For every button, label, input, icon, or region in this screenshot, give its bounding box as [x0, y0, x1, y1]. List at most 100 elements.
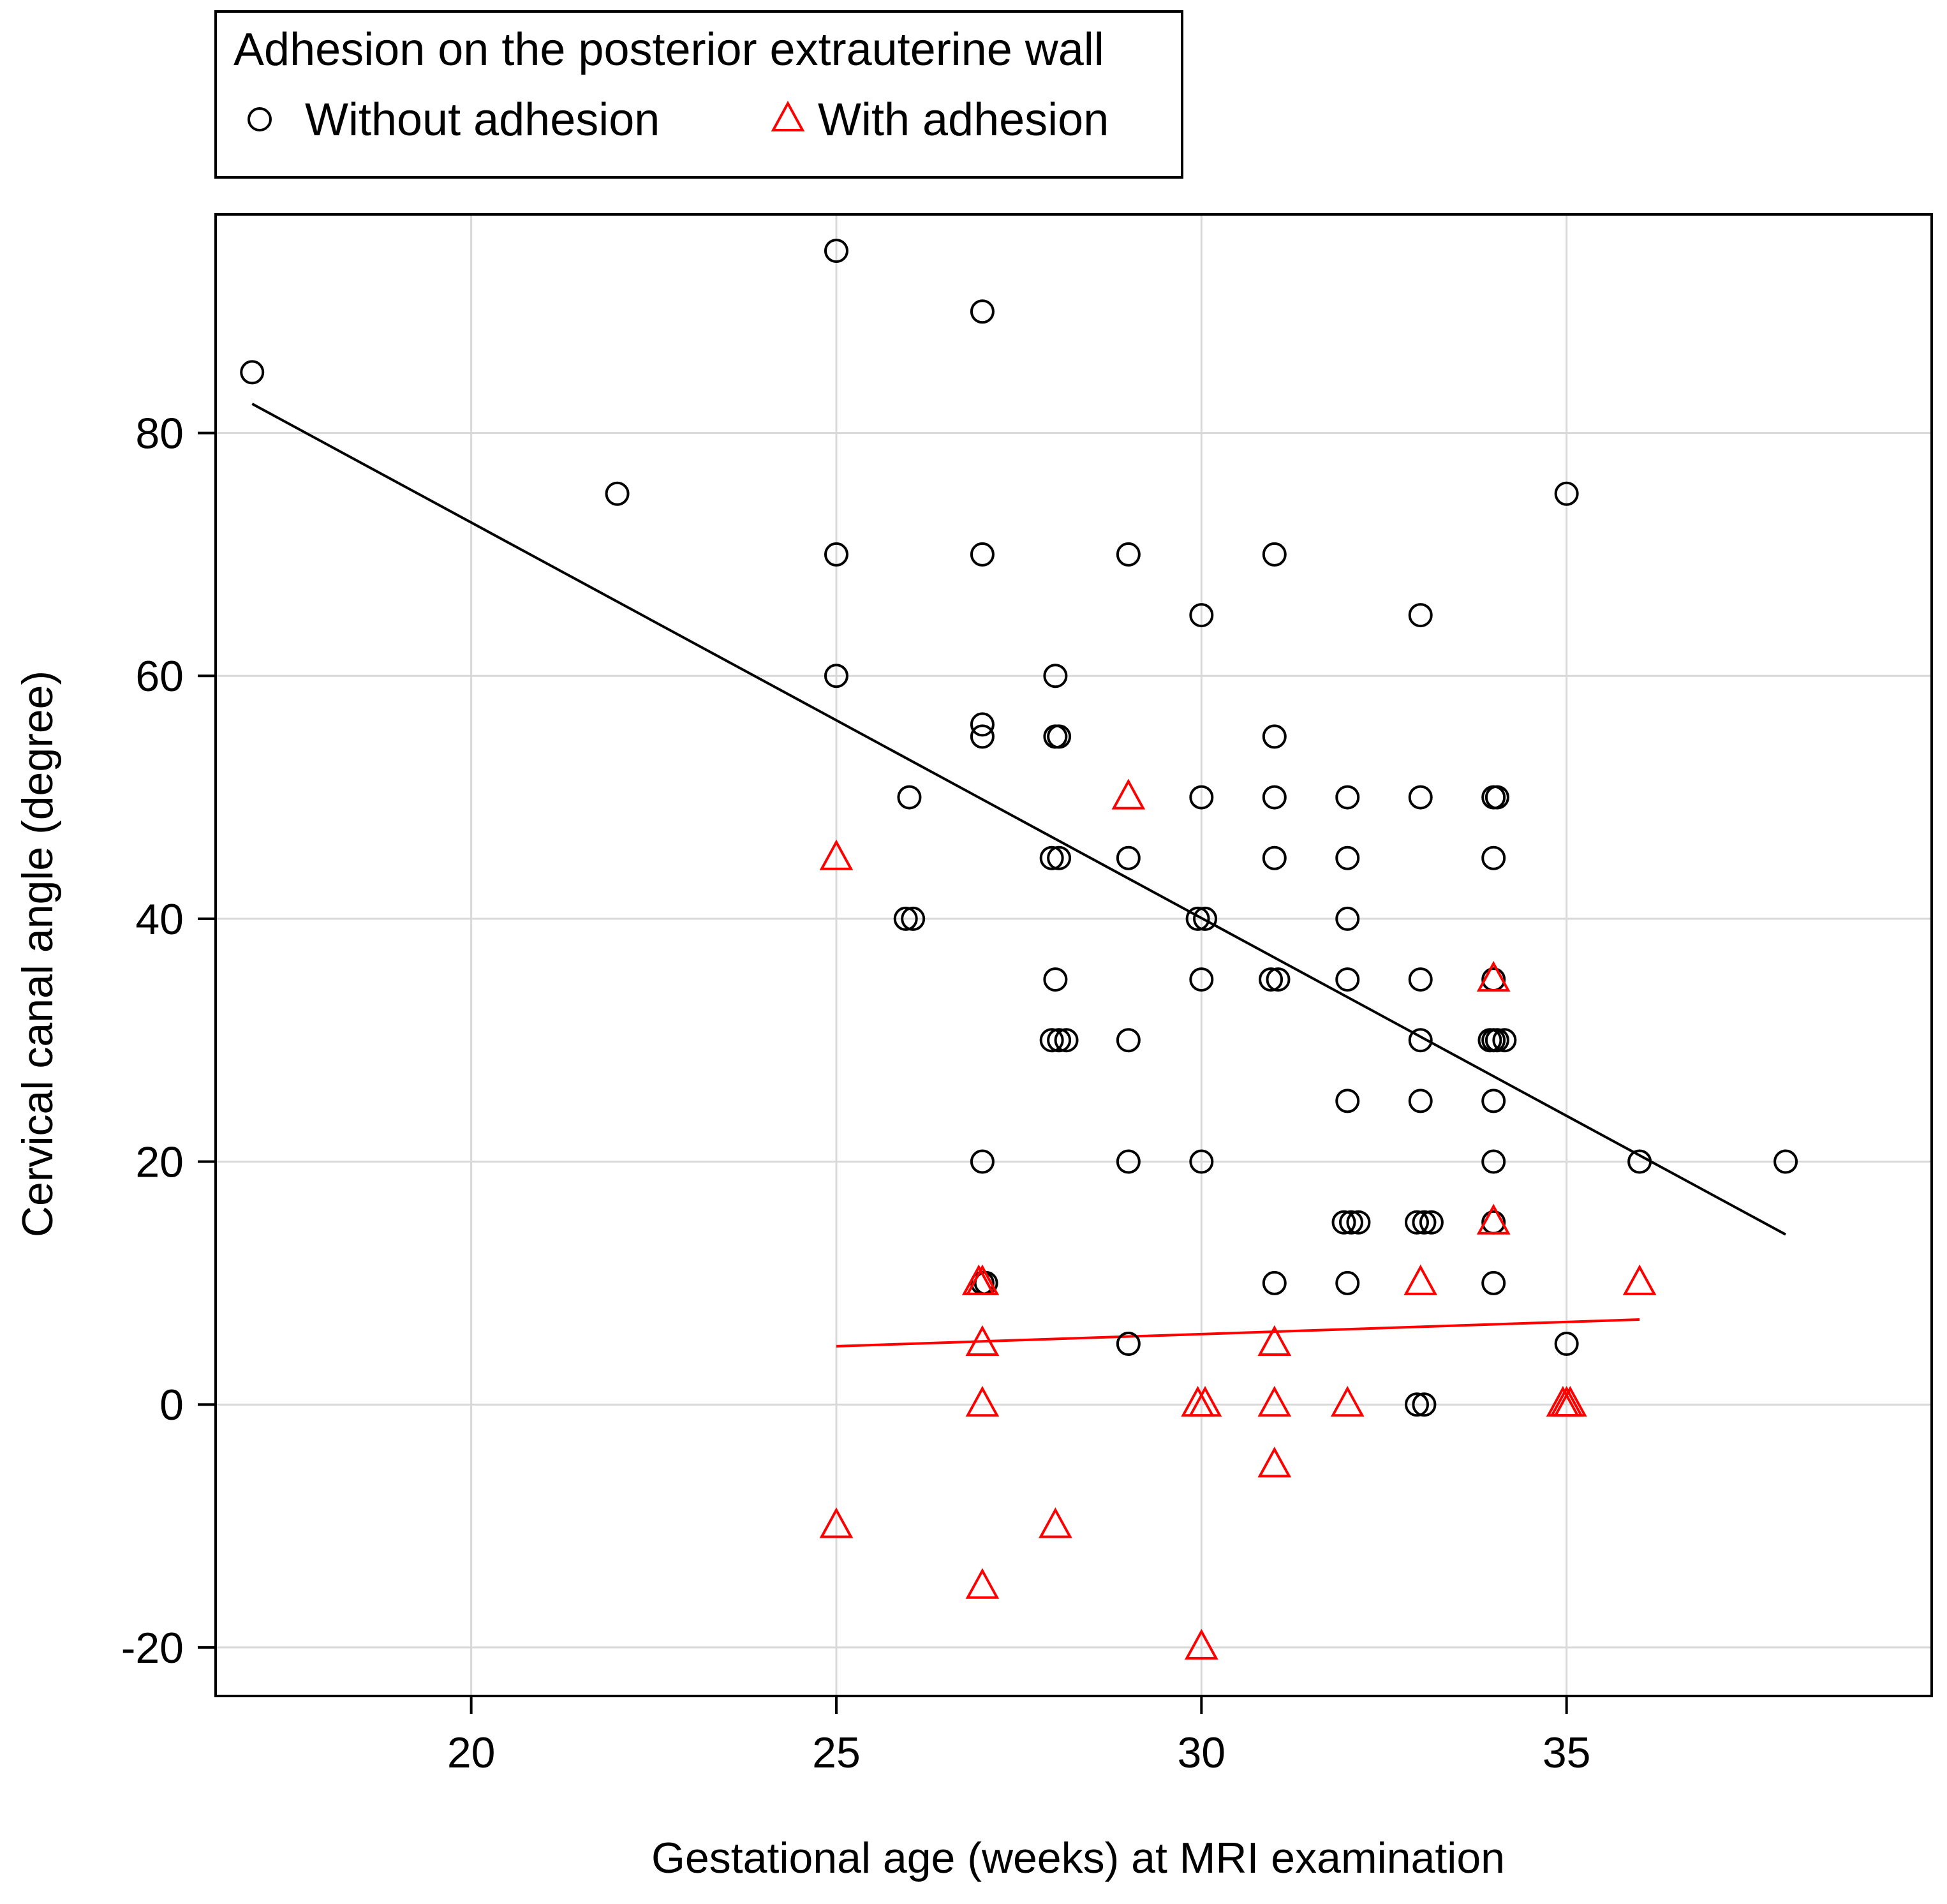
data-point-without-adhesion	[1554, 481, 1579, 506]
data-point-without-adhesion	[1116, 1149, 1141, 1174]
legend-circle-marker	[248, 107, 272, 131]
data-point-without-adhesion	[1412, 1210, 1437, 1235]
legend-title: Adhesion on the posterior extrauterine w…	[233, 24, 1104, 75]
data-point-without-adhesion	[901, 906, 926, 931]
data-point-without-adhesion	[1408, 1089, 1433, 1113]
data-point-without-adhesion	[970, 542, 995, 567]
data-point-without-adhesion	[824, 664, 848, 688]
data-point-with-adhesion	[1257, 1325, 1292, 1357]
data-point-without-adhesion	[1412, 1392, 1437, 1417]
data-point-without-adhesion	[1043, 967, 1068, 992]
data-point-without-adhesion	[1481, 1089, 1506, 1113]
data-point-without-adhesion	[1047, 724, 1072, 749]
data-point-without-adhesion	[1477, 1028, 1502, 1053]
data-point-without-adhesion	[1116, 845, 1141, 870]
data-point-without-adhesion	[1262, 785, 1287, 810]
data-point-with-adhesion	[1039, 1507, 1072, 1538]
data-point-without-adhesion	[970, 299, 995, 324]
data-point-without-adhesion	[1335, 845, 1360, 870]
data-point-without-adhesion	[1116, 542, 1141, 567]
fit-lines	[251, 403, 1787, 1348]
data-point-without-adhesion	[1193, 906, 1218, 931]
data-point-with-adhesion	[965, 1568, 1000, 1599]
data-point-without-adhesion	[1047, 1028, 1072, 1053]
data-point-with-adhesion	[965, 1386, 1000, 1417]
x-axis: 20 25 30 35	[447, 1696, 1590, 1777]
data-point-without-adhesion	[824, 542, 848, 567]
plot-frame	[214, 213, 1933, 1697]
data-point-with-adhesion	[1184, 1628, 1218, 1660]
data-point-without-adhesion	[1492, 1028, 1517, 1053]
data-point-without-adhesion	[1481, 1149, 1506, 1174]
data-point-without-adhesion	[1773, 1149, 1798, 1174]
data-point-with-adhesion	[1330, 1386, 1365, 1417]
data-point-with-adhesion	[819, 1507, 854, 1538]
y-tick-label: 20	[135, 1138, 184, 1187]
fit-line	[251, 403, 1787, 1236]
x-tick-label: 30	[1177, 1729, 1225, 1777]
data-point-without-adhesion	[1484, 785, 1509, 810]
data-point-without-adhesion	[970, 712, 995, 737]
data-point-with-adhesion	[1257, 1386, 1292, 1417]
data-point-without-adhesion	[824, 239, 848, 264]
data-point-without-adhesion	[1266, 967, 1291, 992]
data-point-without-adhesion	[240, 360, 265, 385]
data-point-without-adhesion	[1335, 785, 1360, 810]
data-point-with-adhesion	[819, 839, 854, 870]
data-points	[240, 239, 1798, 1660]
data-point-without-adhesion	[1405, 1210, 1429, 1235]
data-point-without-adhesion	[1481, 845, 1506, 870]
legend-label-with-adhesion: With adhesion	[818, 94, 1109, 145]
data-point-without-adhesion	[1043, 664, 1068, 688]
data-point-without-adhesion	[1259, 967, 1284, 992]
data-point-without-adhesion	[1627, 1149, 1652, 1174]
data-point-without-adhesion	[897, 785, 922, 810]
data-point-without-adhesion	[1481, 1270, 1506, 1295]
data-point-without-adhesion	[1189, 967, 1214, 992]
y-axis: -20 0 20 40 60 80	[121, 410, 216, 1672]
x-tick-label: 20	[447, 1729, 496, 1777]
data-point-without-adhesion	[1331, 1210, 1356, 1235]
data-point-with-adhesion	[1622, 1264, 1657, 1295]
data-point-without-adhesion	[1039, 845, 1064, 870]
x-tick-label: 25	[812, 1729, 861, 1777]
data-point-with-adhesion	[1553, 1386, 1587, 1417]
data-point-without-adhesion	[1189, 785, 1214, 810]
data-point-without-adhesion	[1408, 603, 1433, 628]
data-point-with-adhesion	[1257, 1447, 1292, 1478]
data-point-without-adhesion	[1335, 1270, 1360, 1295]
data-point-without-adhesion	[1408, 967, 1433, 992]
data-point-without-adhesion	[970, 1149, 995, 1174]
y-tick-label: 40	[135, 895, 184, 944]
data-point-without-adhesion	[1047, 845, 1072, 870]
data-point-without-adhesion	[893, 906, 918, 931]
data-point-without-adhesion	[1346, 1210, 1371, 1235]
legend: Adhesion on the posterior extrauterine w…	[214, 10, 1183, 179]
data-point-without-adhesion	[1189, 603, 1214, 628]
x-axis-title: Gestational age (weeks) at MRI examinati…	[651, 1834, 1505, 1882]
data-point-without-adhesion	[1262, 845, 1287, 870]
y-axis-title: Cervical canal angle (degree)	[13, 671, 62, 1237]
data-point-without-adhesion	[1405, 1392, 1429, 1417]
fit-line	[836, 1318, 1640, 1348]
data-point-without-adhesion	[1335, 1089, 1360, 1113]
data-point-with-adhesion	[1476, 1203, 1511, 1235]
data-point-without-adhesion	[1116, 1028, 1141, 1053]
data-point-with-adhesion	[1476, 960, 1511, 992]
data-point-without-adhesion	[1338, 1210, 1363, 1235]
data-point-without-adhesion	[1408, 1028, 1433, 1053]
y-tick-label: 60	[135, 652, 184, 701]
data-point-without-adhesion	[1335, 906, 1360, 931]
y-tick-label: -20	[121, 1624, 184, 1672]
data-point-without-adhesion	[1185, 906, 1210, 931]
data-point-without-adhesion	[1116, 1332, 1141, 1357]
data-point-without-adhesion	[970, 724, 995, 749]
y-tick-label: 0	[159, 1381, 184, 1429]
data-point-without-adhesion	[1262, 1270, 1287, 1295]
data-point-without-adhesion	[1039, 1028, 1064, 1053]
data-point-without-adhesion	[1484, 1028, 1509, 1053]
data-point-without-adhesion	[605, 481, 630, 506]
data-point-with-adhesion	[1403, 1264, 1438, 1295]
data-point-with-adhesion	[965, 1325, 1000, 1357]
